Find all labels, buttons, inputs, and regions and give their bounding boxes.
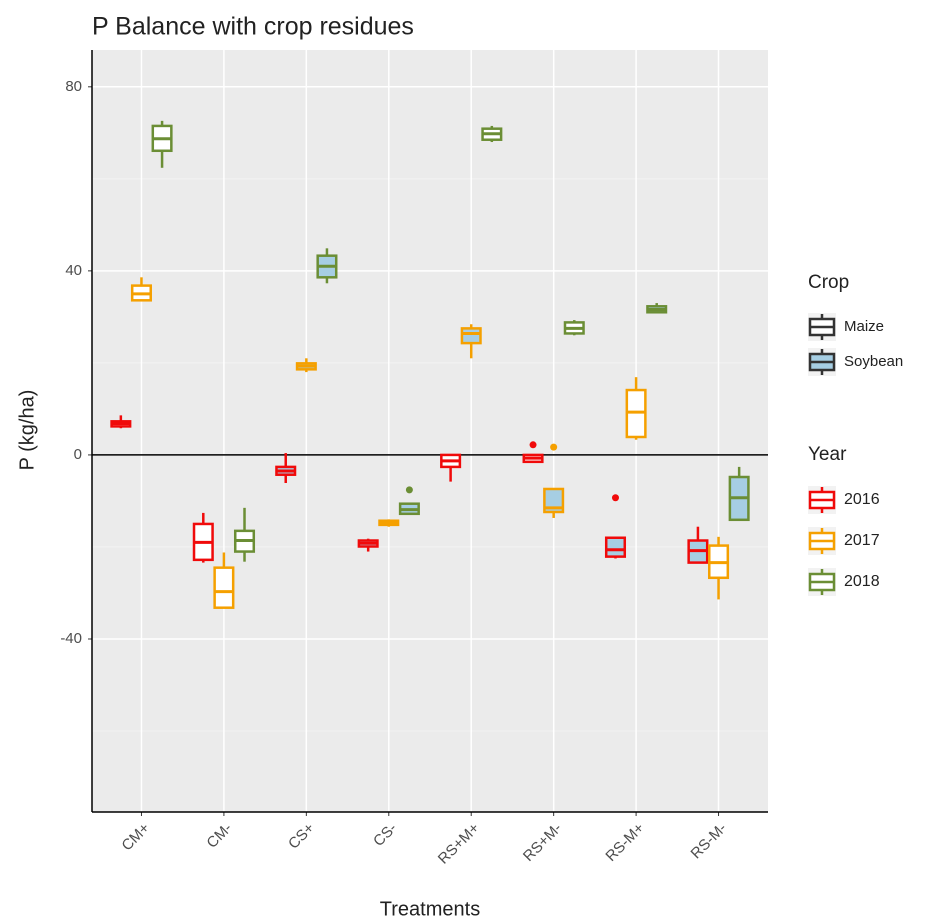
plot-panel	[92, 50, 768, 812]
legend-label: 2016	[844, 491, 880, 508]
x-axis-label: Treatments	[380, 898, 480, 920]
x-tick-label: RS-M-	[688, 820, 731, 863]
y-axis-label: P (kg/ha)	[16, 390, 38, 471]
x-tick-label: RS-M+	[602, 819, 647, 864]
box	[604, 536, 627, 558]
y-tick-label: 80	[65, 78, 82, 95]
y-tick-label: -40	[60, 630, 82, 647]
outlier	[405, 486, 413, 494]
x-tick-label: CS-	[370, 820, 400, 850]
y-tick-label: 40	[65, 262, 82, 279]
box	[460, 327, 482, 345]
outlier	[529, 441, 537, 449]
box	[543, 487, 565, 514]
chart-title: P Balance with crop residues	[92, 13, 414, 41]
x-tick-label: CM+	[118, 819, 153, 854]
legend-label: Maize	[844, 318, 884, 335]
outlier	[550, 443, 558, 451]
x-tick-label: RS+M-	[520, 820, 565, 865]
x-tick-label: CM-	[203, 820, 235, 852]
x-tick-label: RS+M+	[435, 819, 483, 867]
outlier	[611, 494, 619, 502]
x-tick-label: CS+	[285, 819, 318, 852]
box	[213, 566, 235, 609]
legend-label: 2017	[844, 532, 880, 549]
legend-label: Soybean	[844, 353, 903, 370]
legend-label: 2018	[844, 573, 880, 590]
y-tick-label: 0	[74, 446, 82, 463]
legend-title: Year	[808, 444, 847, 465]
legend-title: Crop	[808, 272, 849, 293]
